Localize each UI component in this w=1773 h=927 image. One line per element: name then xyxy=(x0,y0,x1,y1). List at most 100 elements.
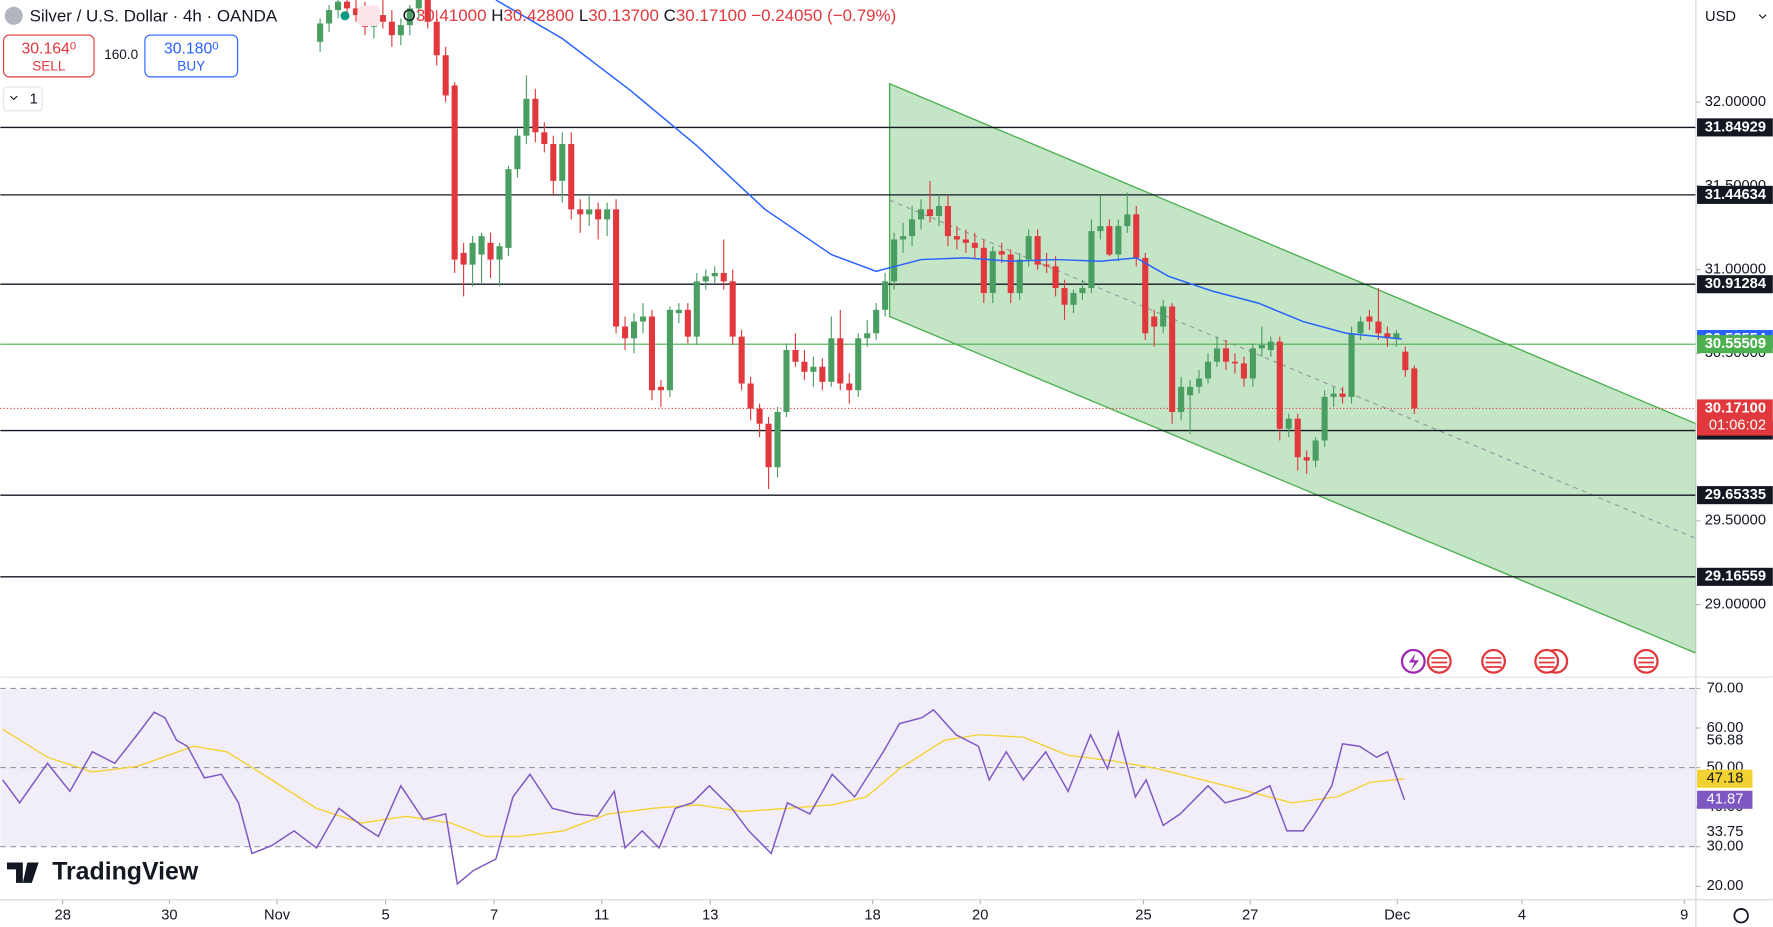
candle-body xyxy=(711,272,718,277)
buy-button[interactable] xyxy=(144,34,239,78)
rsi-mark-bg xyxy=(1700,732,1753,749)
candle-body xyxy=(971,242,978,248)
ohlc-key: C xyxy=(664,6,676,25)
interval-menu[interactable] xyxy=(3,86,43,112)
candle-body xyxy=(926,209,934,217)
candle-body xyxy=(523,98,530,136)
candle-body xyxy=(1321,396,1328,441)
candle-body xyxy=(989,251,996,294)
candle-body xyxy=(1348,333,1355,397)
interval-menu-label: 1 xyxy=(30,91,38,107)
price-badge-label: 29.65335 xyxy=(1705,487,1766,503)
rsi-ma-line xyxy=(2,728,1405,838)
price-badge xyxy=(1697,486,1773,505)
candle-body xyxy=(837,338,844,384)
candle-body xyxy=(1025,236,1032,260)
candle-body xyxy=(541,132,548,145)
rsi-ma-badge xyxy=(1697,769,1753,788)
candle-body xyxy=(702,276,709,282)
candle-body xyxy=(1240,363,1247,379)
candle-body xyxy=(1213,348,1221,362)
candle-body xyxy=(1169,306,1176,412)
status-badge xyxy=(357,5,381,27)
candle-body xyxy=(1124,214,1131,227)
x-tick-label: 5 xyxy=(382,908,390,924)
candle-body xyxy=(1106,226,1113,255)
candle-body xyxy=(1079,288,1086,294)
candle-body xyxy=(1303,457,1310,461)
x-tick-label: 18 xyxy=(864,908,880,924)
symbol-title: Silver / U.S. Dollar · 4h · OANDA xyxy=(30,6,278,25)
candle-body xyxy=(1375,321,1382,334)
event-icons xyxy=(1400,648,1659,674)
price: 30.180 xyxy=(164,41,213,58)
pip: 0 xyxy=(70,40,76,52)
event-icon[interactable] xyxy=(1633,648,1659,674)
candle-body xyxy=(1187,386,1194,396)
candle-body xyxy=(460,252,467,265)
candle-body xyxy=(810,366,817,372)
candle-body xyxy=(406,8,413,26)
currency[interactable]: USD xyxy=(1705,9,1736,25)
candle-body xyxy=(433,21,440,56)
x-tick-label: 13 xyxy=(702,908,718,924)
buy-price: 30.1800 xyxy=(164,40,219,58)
candle-body xyxy=(388,21,395,36)
candle-body xyxy=(604,209,611,220)
candle-body xyxy=(783,350,790,412)
pip: 0 xyxy=(212,40,218,52)
settings-icon[interactable] xyxy=(1733,908,1749,924)
candle-body xyxy=(900,236,907,240)
candle-body xyxy=(747,383,754,409)
candle-body xyxy=(335,1,342,11)
candle-body xyxy=(1393,333,1400,339)
event-icon[interactable] xyxy=(1481,648,1507,674)
channel-midline xyxy=(889,199,1696,539)
candle-body xyxy=(478,236,485,255)
candle-body xyxy=(352,8,360,16)
buy-label: BUY xyxy=(177,58,205,73)
chevron xyxy=(1758,14,1767,19)
rsi-badge-label: 41.87 xyxy=(1707,792,1744,808)
rsi-badge xyxy=(1697,790,1753,809)
candle-body xyxy=(801,361,808,372)
price-badge-label: 30.55509 xyxy=(1705,336,1766,352)
price: 30.164 xyxy=(21,41,70,58)
candle-body xyxy=(1294,418,1301,458)
price-badge xyxy=(1697,185,1773,204)
candle-body xyxy=(756,408,763,424)
candle-body xyxy=(917,209,925,220)
last-price-label: 30.17100 xyxy=(1705,400,1766,416)
candle-body xyxy=(774,411,781,468)
candle-body xyxy=(909,219,916,237)
candle-body xyxy=(424,0,431,22)
sell-button[interactable] xyxy=(3,34,95,78)
ohlc-value: 30.13700 xyxy=(588,6,659,25)
event-icon[interactable] xyxy=(1426,648,1452,674)
rsi-tick-label: 30.00 xyxy=(1707,839,1744,855)
candle-body xyxy=(622,326,629,339)
candle-body xyxy=(1043,264,1050,267)
ohlc-value: 30.41000 xyxy=(416,6,487,25)
candle-body xyxy=(1088,231,1095,289)
candle-body xyxy=(765,423,772,468)
candle-body xyxy=(891,239,898,282)
candle-body xyxy=(962,239,969,243)
sell-label: SELL xyxy=(32,58,66,73)
event-icon[interactable] xyxy=(1534,648,1560,674)
candle-body xyxy=(935,205,943,217)
x-tick-label: Dec xyxy=(1384,908,1410,924)
ohlc-values: O30.41000 H30.42800 L30.13700 C30.17100 … xyxy=(403,6,897,25)
header: Silver / U.S. Dollar · 4h · OANDA O30.41… xyxy=(3,5,1767,924)
candle-body xyxy=(442,55,449,96)
last-price-badge xyxy=(1697,399,1773,436)
candle-body xyxy=(1178,386,1185,412)
candle-body xyxy=(873,309,880,334)
candle-body xyxy=(864,333,871,339)
candle-body xyxy=(648,316,656,391)
rsi-tick-label: 20.00 xyxy=(1707,878,1744,894)
candle-body xyxy=(684,309,691,337)
candle-body xyxy=(1330,393,1337,397)
candle-body xyxy=(1312,440,1319,461)
